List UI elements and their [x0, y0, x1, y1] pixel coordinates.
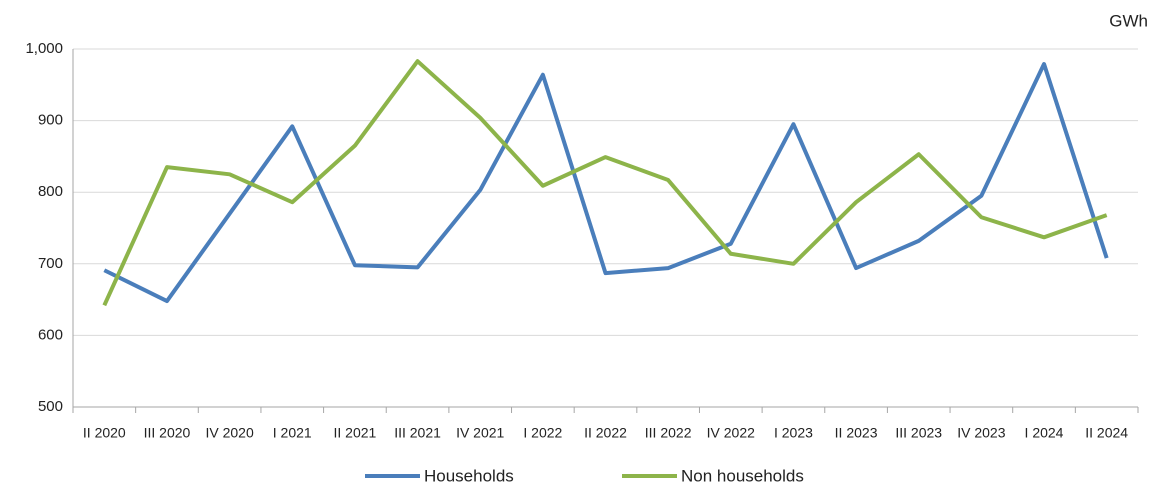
x-tick-label: III 2022	[645, 425, 692, 441]
legend-label: Non households	[681, 466, 804, 485]
legend-label: Households	[424, 466, 514, 485]
y-tick-label: 800	[38, 183, 63, 200]
x-tick-label: I 2023	[774, 425, 813, 441]
x-tick-label: I 2022	[523, 425, 562, 441]
x-tick-label: II 2023	[835, 425, 878, 441]
x-tick-label: IV 2021	[456, 425, 504, 441]
x-tick-label: III 2021	[394, 425, 441, 441]
x-tick-label: II 2024	[1085, 425, 1128, 441]
x-tick-label: IV 2022	[707, 425, 755, 441]
unit-label: GWh	[1109, 11, 1148, 30]
y-tick-label: 700	[38, 255, 63, 272]
series-line	[103, 62, 1109, 304]
y-tick-label: 1,000	[25, 40, 63, 57]
x-tick-label: II 2021	[333, 425, 376, 441]
x-tick-label: IV 2023	[957, 425, 1005, 441]
y-tick-label: 600	[38, 326, 63, 343]
x-tick-label: II 2020	[83, 425, 126, 441]
x-tick-label: III 2023	[895, 425, 942, 441]
series-line	[102, 59, 1108, 307]
y-tick-label: 900	[38, 112, 63, 129]
y-tick-label: 500	[38, 398, 63, 415]
x-tick-label: IV 2020	[205, 425, 253, 441]
x-tick-label: III 2020	[144, 425, 191, 441]
x-tick-label: I 2024	[1025, 425, 1064, 441]
x-tick-label: I 2021	[273, 425, 312, 441]
x-tick-label: II 2022	[584, 425, 627, 441]
